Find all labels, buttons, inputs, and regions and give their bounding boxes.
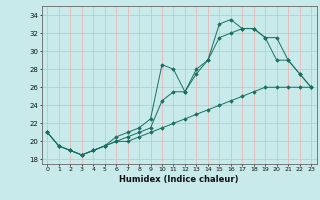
X-axis label: Humidex (Indice chaleur): Humidex (Indice chaleur): [119, 175, 239, 184]
